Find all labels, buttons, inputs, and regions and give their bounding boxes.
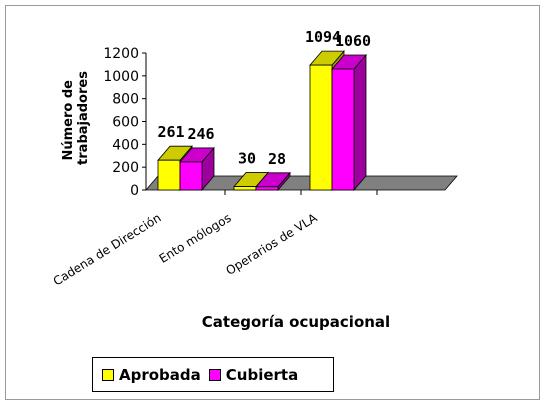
y-axis-title: Número de trabajadores — [61, 71, 91, 165]
x-axis-title: Categoría ocupacional — [202, 313, 390, 331]
y-tick-label: 200 — [112, 160, 139, 176]
bar-cubierta-0 — [179, 146, 215, 192]
chart-frame — [5, 5, 540, 400]
category-label-2: Operarios de VLA — [223, 210, 320, 278]
bars — [157, 50, 367, 192]
legend-item-cubierta: Cubierta — [208, 365, 299, 384]
y-tick-label: 800 — [112, 92, 139, 108]
y-axis: 0 200 400 600 800 1000 1200 — [103, 46, 147, 199]
category-label-0: Cadena de Dirección — [51, 211, 164, 289]
y-axis-title-line-2: trabajadores — [76, 71, 91, 165]
y-tick-label: 600 — [112, 115, 139, 131]
data-label-aprobada-2: 1094 — [305, 28, 341, 46]
legend-swatch-aprobada — [102, 368, 114, 381]
legend-item-aprobada: Aprobada — [102, 366, 201, 384]
legend-label-cubierta: Cubierta — [225, 365, 299, 384]
legend-label-aprobada: Aprobada — [119, 365, 201, 384]
y-tick-label: 1200 — [103, 46, 139, 62]
y-tick-label: 400 — [112, 137, 139, 153]
data-label-aprobada-0: 261 — [157, 123, 184, 141]
data-label-cubierta-0: 246 — [187, 125, 214, 143]
data-label-aprobada-1: 30 — [238, 150, 256, 168]
bar-cubierta-1 — [255, 171, 291, 192]
data-label-cubierta-1: 28 — [268, 150, 286, 168]
y-tick-label: 1000 — [103, 69, 139, 85]
y-axis-title-line-1: Número de — [61, 80, 76, 161]
bar-cubierta-2 — [331, 53, 367, 192]
legend: Aprobada Cubierta — [92, 357, 334, 392]
category-label-1: Ento mólogos — [157, 211, 234, 266]
y-tick-label: 0 — [130, 183, 139, 199]
legend-swatch-cubierta — [208, 368, 221, 381]
data-label-cubierta-2: 1060 — [335, 32, 371, 50]
